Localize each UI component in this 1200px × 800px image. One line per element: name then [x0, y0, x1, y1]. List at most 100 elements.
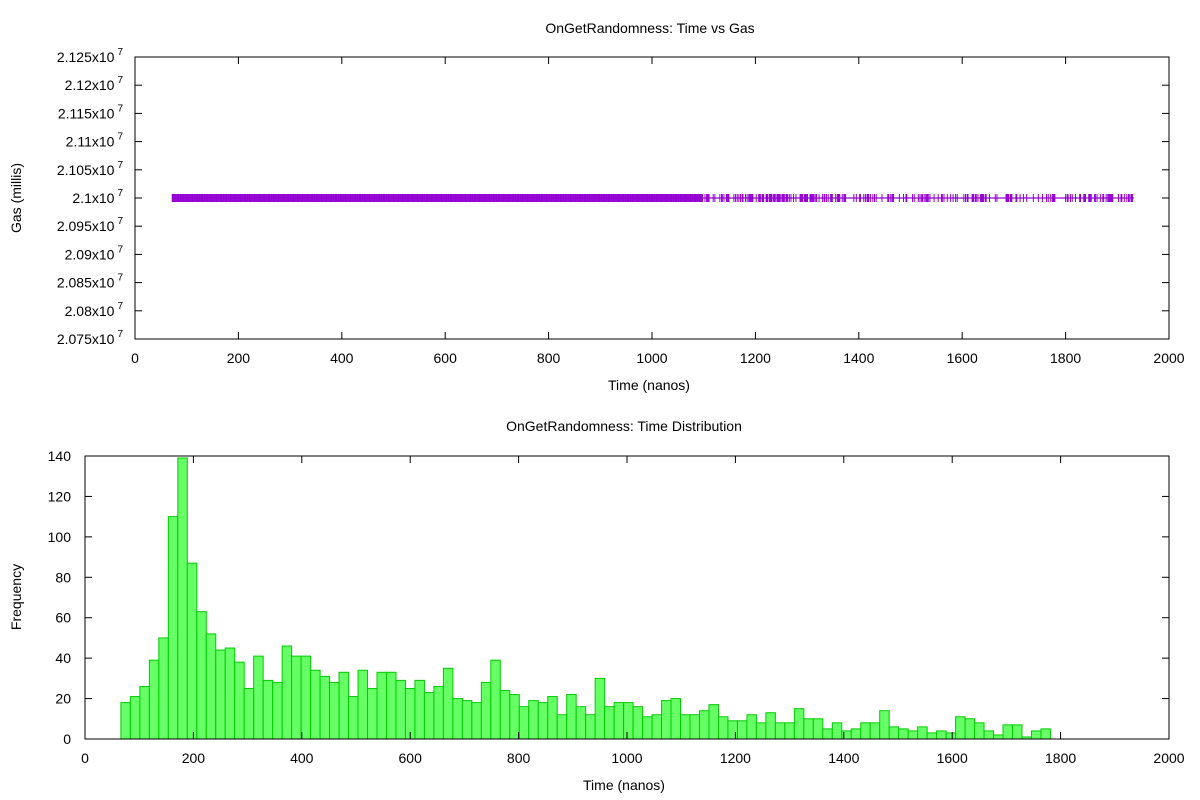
histogram-bar [907, 730, 919, 740]
histogram-bar [1002, 724, 1013, 740]
histogram-title: OnGetRandomness: Time Distribution [506, 418, 742, 434]
histogram-bar [262, 679, 274, 740]
scatter-y-tick-exponent: 7 [117, 188, 123, 199]
scatter-x-tick-label: 1600 [947, 350, 978, 366]
histogram-y-tick-label: 140 [48, 448, 72, 464]
histogram-x-tick-label: 400 [290, 750, 314, 766]
scatter-y-tick-mantissa: 2.085x10 [57, 275, 115, 291]
scatter-y-tick-mantissa: 2.1x10 [72, 190, 114, 206]
histogram-bar [1030, 730, 1042, 740]
scatter-y-tick-mantissa: 2.08x10 [65, 303, 115, 319]
histogram-x-tick-label: 800 [507, 750, 531, 766]
histogram-bar [395, 679, 406, 740]
histogram-bar [139, 685, 150, 740]
histogram-bar [803, 718, 814, 740]
scatter-y-tick-label: 2.12x10 7 [65, 75, 124, 93]
histogram-bar [120, 702, 131, 740]
histogram-bar [158, 637, 169, 740]
scatter-x-tick-label: 800 [537, 350, 561, 366]
histogram-bar [651, 714, 663, 740]
histogram-bar [490, 659, 501, 740]
histogram-bar [860, 722, 871, 740]
histogram-bar [708, 704, 719, 740]
histogram-bar [642, 716, 653, 740]
scatter-chart: OnGetRandomness: Time vs Gas 2.075x10 72.… [8, 20, 1185, 393]
scatter-y-tick-mantissa: 2.095x10 [57, 218, 115, 234]
scatter-y-tick-mantissa: 2.09x10 [65, 246, 115, 262]
scatter-x-tick-label: 1200 [740, 350, 771, 366]
scatter-y-tick-label: 2.105x10 7 [57, 160, 124, 178]
histogram-bar [414, 679, 425, 740]
scatter-y-tick-label: 2.09x10 7 [65, 244, 124, 262]
scatter-y-tick-mantissa: 2.125x10 [57, 49, 115, 65]
histogram-y-tick-label: 40 [55, 650, 71, 666]
histogram-bar [385, 671, 397, 740]
histogram-bar [746, 714, 757, 740]
scatter-x-axis-label: Time (nanos) [608, 377, 690, 393]
histogram-x-tick-label: 1600 [937, 750, 968, 766]
histogram-bar [793, 708, 805, 740]
histogram-y-tick-label: 100 [48, 529, 72, 545]
histogram-bar [888, 726, 900, 740]
histogram-bar [129, 696, 141, 740]
scatter-y-tick-mantissa: 2.115x10 [58, 105, 115, 121]
histogram-bar [167, 516, 179, 740]
histogram-bar [831, 722, 843, 740]
scatter-y-tick-exponent: 7 [117, 160, 123, 171]
histogram-bar [528, 700, 539, 740]
histogram-bar [974, 722, 985, 740]
histogram-bar [993, 734, 1004, 740]
histogram-bar [585, 714, 596, 740]
histogram-bar [329, 681, 340, 740]
histogram-bar [338, 671, 350, 740]
scatter-y-tick-exponent: 7 [117, 75, 123, 86]
histogram-x-axis-label: Time (nanos) [583, 777, 665, 793]
histogram-y-tick-label: 80 [55, 569, 71, 585]
scatter-x-axis: 0 200 400 600 800 1000 1200 1400 1600 1800 2000 [131, 57, 1185, 366]
scatter-y-tick-exponent: 7 [117, 301, 123, 312]
histogram-bar [926, 732, 938, 740]
histogram-bar [879, 710, 890, 740]
scatter-x-tick-label: 1400 [843, 350, 874, 366]
scatter-y-tick-label: 2.075x10 7 [57, 329, 124, 347]
histogram-bar [955, 716, 966, 740]
scatter-y-tick-exponent: 7 [117, 244, 123, 255]
histogram-bar [594, 677, 606, 740]
histogram-bar [869, 722, 881, 740]
histogram-bar [850, 728, 862, 740]
scatter-x-tick-label: 2000 [1153, 350, 1184, 366]
scatter-y-tick-mantissa: 2.075x10 [57, 331, 115, 347]
histogram-x-tick-label: 1400 [828, 750, 859, 766]
histogram-x-tick-label: 0 [81, 750, 89, 766]
histogram-bar [367, 687, 378, 740]
scatter-y-axis: 2.075x10 72.08x10 72.085x10 72.09x10 72.095x… [57, 47, 1169, 347]
histogram-bar [452, 698, 463, 740]
scatter-y-tick-exponent: 7 [117, 47, 123, 58]
scatter-y-tick-exponent: 7 [117, 132, 123, 143]
histogram-bar [319, 675, 331, 740]
histogram-bar [404, 687, 416, 740]
histogram-bar [186, 562, 198, 740]
histogram-bar [291, 655, 302, 740]
histogram-bar [613, 702, 625, 740]
histogram-bar [177, 457, 188, 740]
histogram-bar [253, 655, 264, 740]
histogram-bar [680, 714, 691, 740]
histogram-bar [604, 706, 615, 740]
histogram-bars [120, 457, 1051, 740]
histogram-x-tick-label: 1800 [1045, 750, 1076, 766]
histogram-bar [376, 671, 387, 740]
histogram-bar [727, 720, 738, 740]
histogram-bar [243, 687, 255, 740]
histogram-y-tick-label: 60 [55, 610, 71, 626]
histogram-bar [1011, 724, 1023, 740]
histogram-bar [461, 700, 473, 740]
scatter-y-tick-label: 2.1x10 7 [72, 188, 123, 206]
histogram-bar [357, 669, 369, 740]
scatter-y-tick-label: 2.125x10 7 [57, 47, 124, 65]
histogram-bar [822, 728, 833, 740]
histogram-y-tick-label: 120 [48, 488, 72, 504]
histogram-bar [575, 706, 587, 740]
histogram-x-tick-label: 1000 [611, 750, 642, 766]
